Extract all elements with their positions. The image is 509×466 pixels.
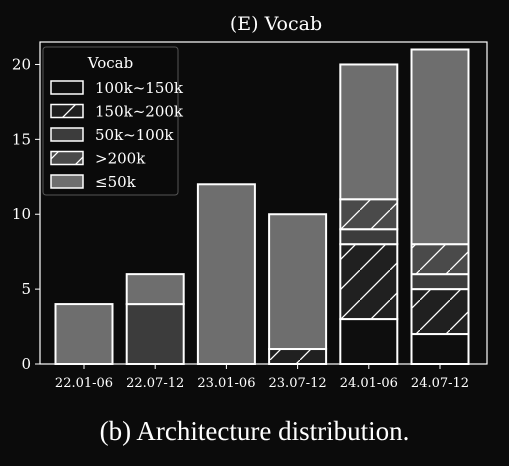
legend-swatch-100k-150k (50, 80, 84, 95)
y-axis: 0 5 10 15 20 (12, 55, 40, 373)
bar-24.01-06-100k-150k (339, 318, 399, 365)
legend-label-le50k: ≤50k (95, 173, 137, 191)
bar-24.07-12-100k-150k (410, 333, 470, 365)
y-tick-label: 10 (12, 205, 31, 223)
x-tick-label: 24.01-06 (340, 376, 398, 391)
bar-24.01-06-50k-100k (339, 228, 399, 246)
bar-22.07-12-50k-100k (125, 303, 185, 365)
bar-24.07-12-le50k (410, 48, 470, 246)
bar-24.01-06-le50k (339, 63, 399, 201)
x-axis: 22.01-06 22.07-12 23.01-06 23.07-12 24.01-06… (55, 364, 469, 391)
bar-24.01-06-150k-200k (339, 243, 399, 321)
bar-22.07-12-le50k (125, 273, 185, 306)
figure-caption: (b) Architecture distribution. (99, 416, 410, 446)
legend: Vocab 100k~150k 150k~200k 50k~100k >200k ≤50k (42, 46, 184, 196)
y-tick-label: 0 (21, 355, 31, 373)
bars-group (54, 48, 470, 365)
legend-swatch-50k-100k (50, 127, 84, 142)
x-tick-label: 23.07-12 (269, 376, 327, 391)
legend-label-50k-100k: 50k~100k (95, 126, 174, 144)
bar-23.07-12-150k-200k (268, 348, 328, 365)
x-tick-label: 23.01-06 (197, 376, 255, 391)
bar-chart: (E) Vocab 0 5 10 15 20 22.01-06 22.07-12 23.01… (12, 13, 488, 391)
bar-24.07-12-150k-200k (410, 288, 470, 336)
legend-label-100k-150k: 100k~150k (95, 79, 184, 97)
legend-label-gt200k: >200k (95, 150, 146, 168)
x-tick-label: 22.01-06 (55, 376, 113, 391)
bar-24.01-06-gt200k (339, 198, 399, 231)
bar-23.01-06-le50k (196, 183, 256, 365)
plot-frame (39, 41, 488, 365)
x-tick-label: 22.07-12 (126, 376, 184, 391)
legend-label-150k-200k: 150k~200k (95, 103, 184, 121)
bar-24.07-12-gt200k (410, 243, 470, 276)
y-tick-label: 20 (12, 55, 31, 73)
legend-swatch-150k-200k (50, 103, 84, 119)
y-tick-label: 5 (21, 280, 31, 298)
bar-22.01-06-le50k (54, 303, 114, 365)
bar-24.07-12-50k-100k (410, 273, 470, 291)
x-tick-label: 24.07-12 (411, 376, 469, 391)
legend-swatch-gt200k (50, 150, 84, 166)
chart-title: (E) Vocab (230, 13, 322, 35)
y-tick-label: 15 (12, 130, 31, 148)
legend-title: Vocab (87, 54, 133, 72)
bar-23.07-12-le50k (268, 213, 328, 351)
legend-swatch-le50k (50, 174, 84, 189)
